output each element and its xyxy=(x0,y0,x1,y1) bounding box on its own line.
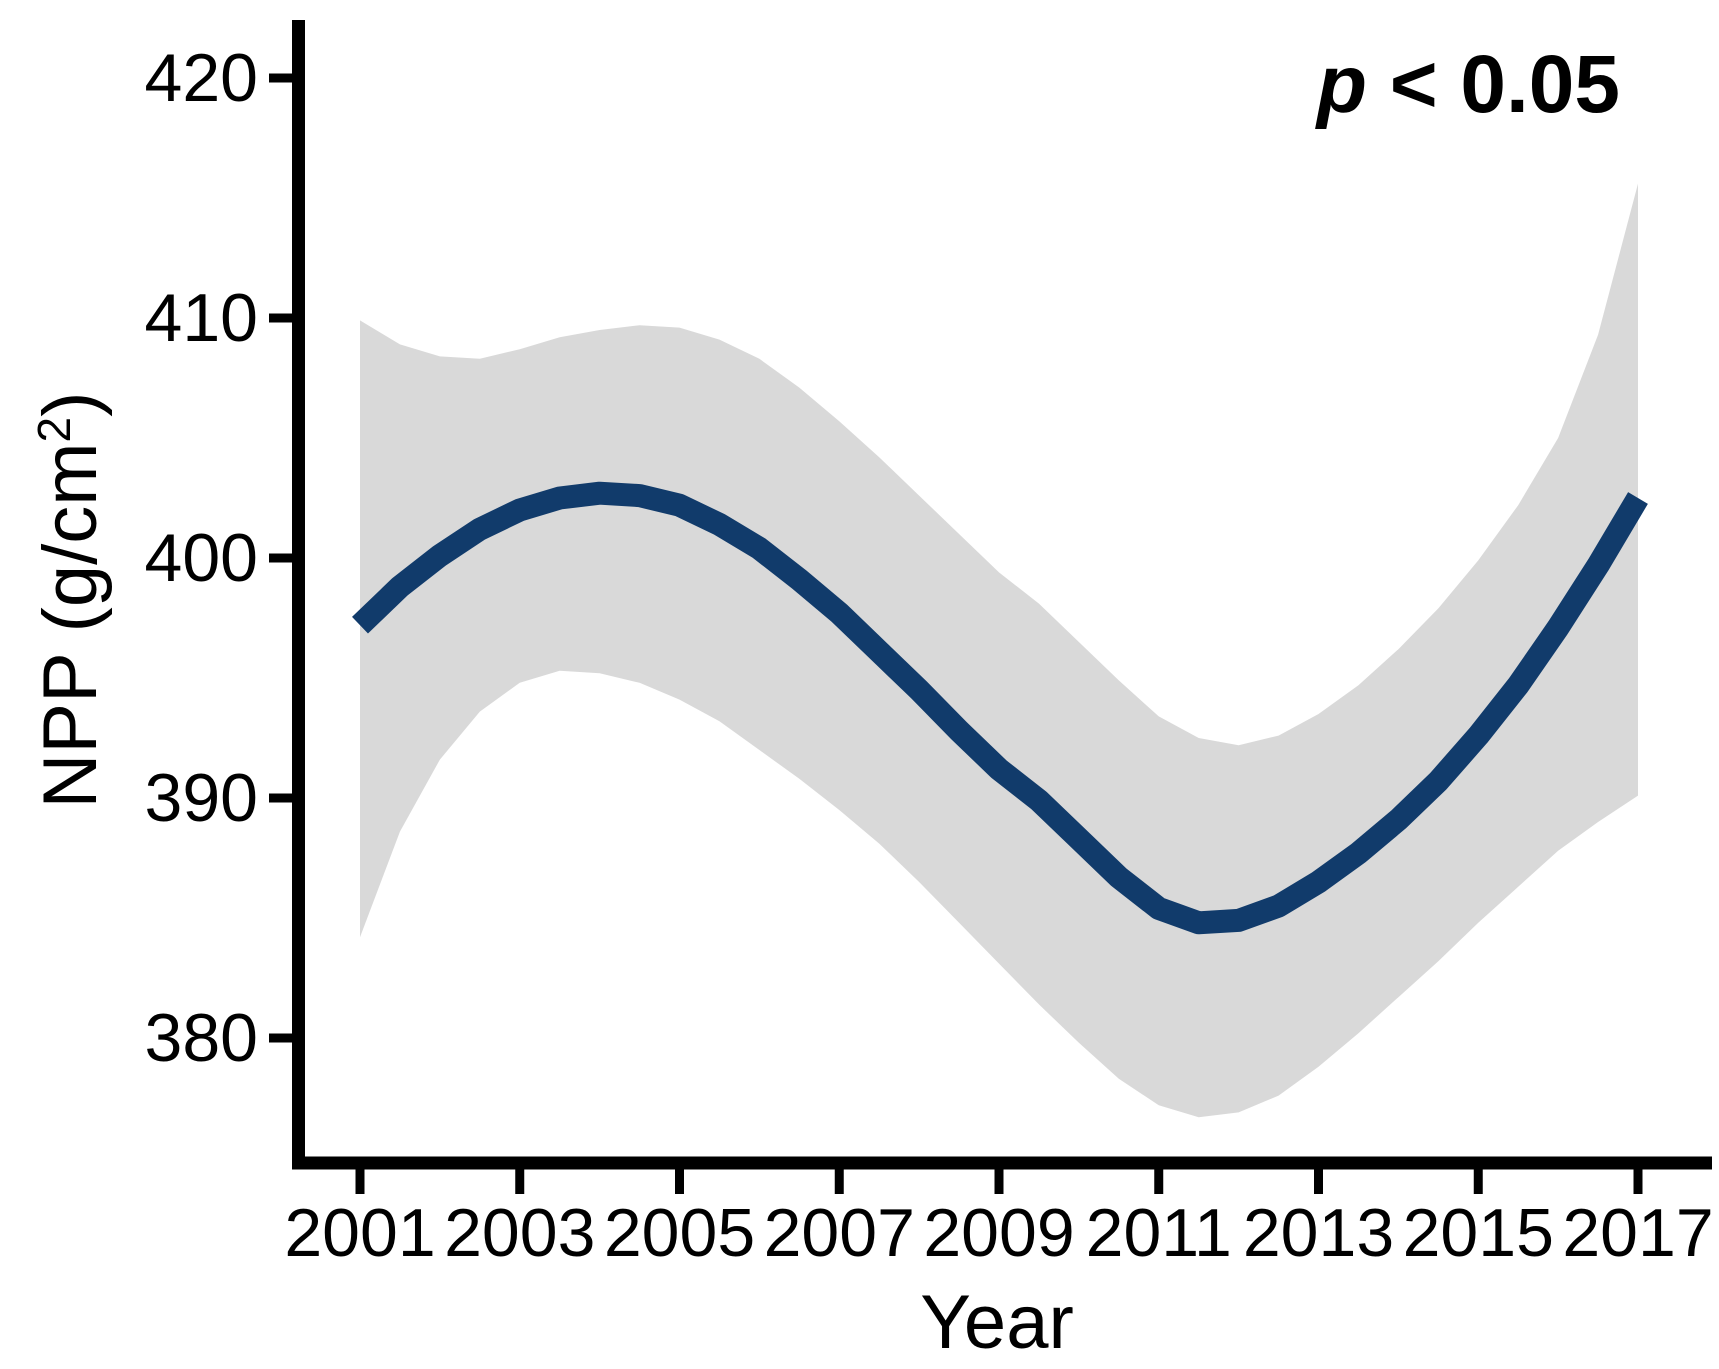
x-tick-label: 2005 xyxy=(604,1195,755,1271)
x-tick-label: 2017 xyxy=(1562,1195,1713,1271)
y-axis-title-text: NPP (g/cm xyxy=(28,442,113,808)
x-tick-label: 2009 xyxy=(923,1195,1074,1271)
x-tick-label: 2011 xyxy=(1086,1195,1232,1271)
confidence-band xyxy=(360,183,1638,1118)
y-tick-label: 420 xyxy=(145,40,258,116)
x-tick-label: 2013 xyxy=(1243,1195,1394,1271)
y-axis-title: NPP (g/cm2) xyxy=(28,392,113,809)
p-value-annotation: p < 0.05 xyxy=(1315,39,1620,130)
y-tick-label: 400 xyxy=(145,520,258,596)
x-tick-label: 2015 xyxy=(1403,1195,1554,1271)
y-tick-label: 380 xyxy=(145,1000,258,1076)
p-value-symbol: p xyxy=(1315,39,1367,130)
x-tick-label: 2007 xyxy=(764,1195,915,1271)
x-tick-label: 2003 xyxy=(444,1195,595,1271)
y-tick-label: 390 xyxy=(145,760,258,836)
p-value-threshold: < 0.05 xyxy=(1367,39,1620,130)
trend-line xyxy=(352,481,1648,935)
y-tick-label: 410 xyxy=(145,280,258,356)
x-axis-title: Year xyxy=(920,1280,1074,1365)
y-axis-title-superscript: 2 xyxy=(28,417,80,443)
y-axis-title-close-paren: ) xyxy=(28,392,113,417)
x-tick-label: 2001 xyxy=(284,1195,435,1271)
